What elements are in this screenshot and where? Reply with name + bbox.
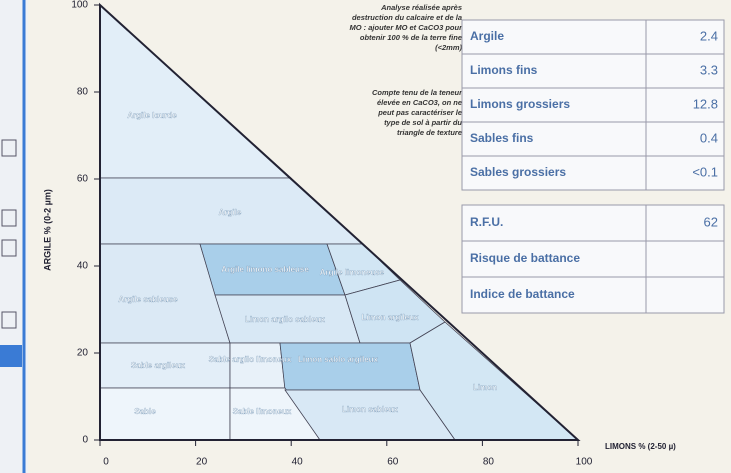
x-tick-label: 80 (483, 457, 495, 468)
row-label: Risque de battance (470, 251, 580, 265)
x-tick-label: 0 (103, 457, 109, 468)
y-tick-label: 0 (82, 435, 88, 446)
row-label: Sables fins (470, 131, 534, 145)
note: élevée en CaCO3, on ne (377, 98, 462, 107)
class-label: Argile sableuse (118, 295, 178, 304)
side-strip (0, 0, 28, 473)
x-tick-label: 60 (387, 457, 399, 468)
row-label: Indice de battance (470, 287, 575, 301)
note: Analyse réalisée après (380, 3, 462, 12)
y-tick-label: 80 (77, 87, 89, 98)
class-label: Argile (219, 208, 242, 217)
x-axis-label: LIMONS % (2-50 µ) (605, 442, 676, 451)
note: MO : ajouter MO et CaCO3 pour (349, 23, 463, 32)
note: triangle de texture (397, 128, 462, 137)
note: obtenir 100 % de la terre fine (360, 33, 462, 42)
row-label: Limons grossiers (470, 97, 570, 111)
y-tick-label: 100 (71, 0, 88, 11)
row-value: <0.1 (692, 164, 718, 179)
class-label: Limon sablo argileux (298, 355, 379, 364)
note: Compte tenu de la teneur (372, 88, 463, 97)
row-label: Argile (470, 29, 504, 43)
class-label: Argile lourde (127, 111, 177, 120)
class-label: Limon argileux (362, 313, 419, 322)
y-tick-label: 60 (77, 174, 89, 185)
class-label: Limon sableux (342, 405, 399, 414)
x-tick-label: 100 (576, 457, 593, 468)
class-label: Sable limoneux (233, 407, 292, 416)
y-tick-label: 40 (77, 261, 89, 272)
class-label: Limon argilo sableux (245, 315, 326, 324)
class-label: Sable (134, 407, 156, 416)
y-tick-label: 20 (77, 348, 89, 359)
row-label: R.F.U. (470, 215, 503, 229)
class-label: Limon (473, 383, 497, 392)
row-label: Limons fins (470, 63, 538, 77)
note: peut pas caractériser le (377, 108, 462, 117)
y-axis-label: ARGILE % (0-2 µm) (42, 189, 52, 271)
row-value: 12.8 (693, 96, 718, 111)
class-label: Sable argileux (131, 361, 186, 370)
x-tick-label: 20 (196, 457, 208, 468)
note: (<2mm) (435, 43, 462, 52)
class-label: Argile limono sableuse (221, 265, 309, 274)
note: type de sol à partir du (384, 118, 462, 127)
class-label: Argile limoneuse (320, 268, 385, 277)
row-value: 0.4 (700, 130, 718, 145)
note: destruction du calcaire et de la (352, 13, 462, 22)
row-value: 62 (704, 214, 718, 229)
class-label: Sable argilo limoneux (209, 355, 292, 364)
table-frame (461, 204, 725, 314)
x-tick-label: 40 (292, 457, 304, 468)
row-value: 3.3 (700, 62, 718, 77)
table-frame (461, 19, 725, 191)
row-value: 2.4 (700, 28, 718, 43)
triangle-regions (99, 2, 581, 441)
row-label: Sables grossiers (470, 165, 566, 179)
